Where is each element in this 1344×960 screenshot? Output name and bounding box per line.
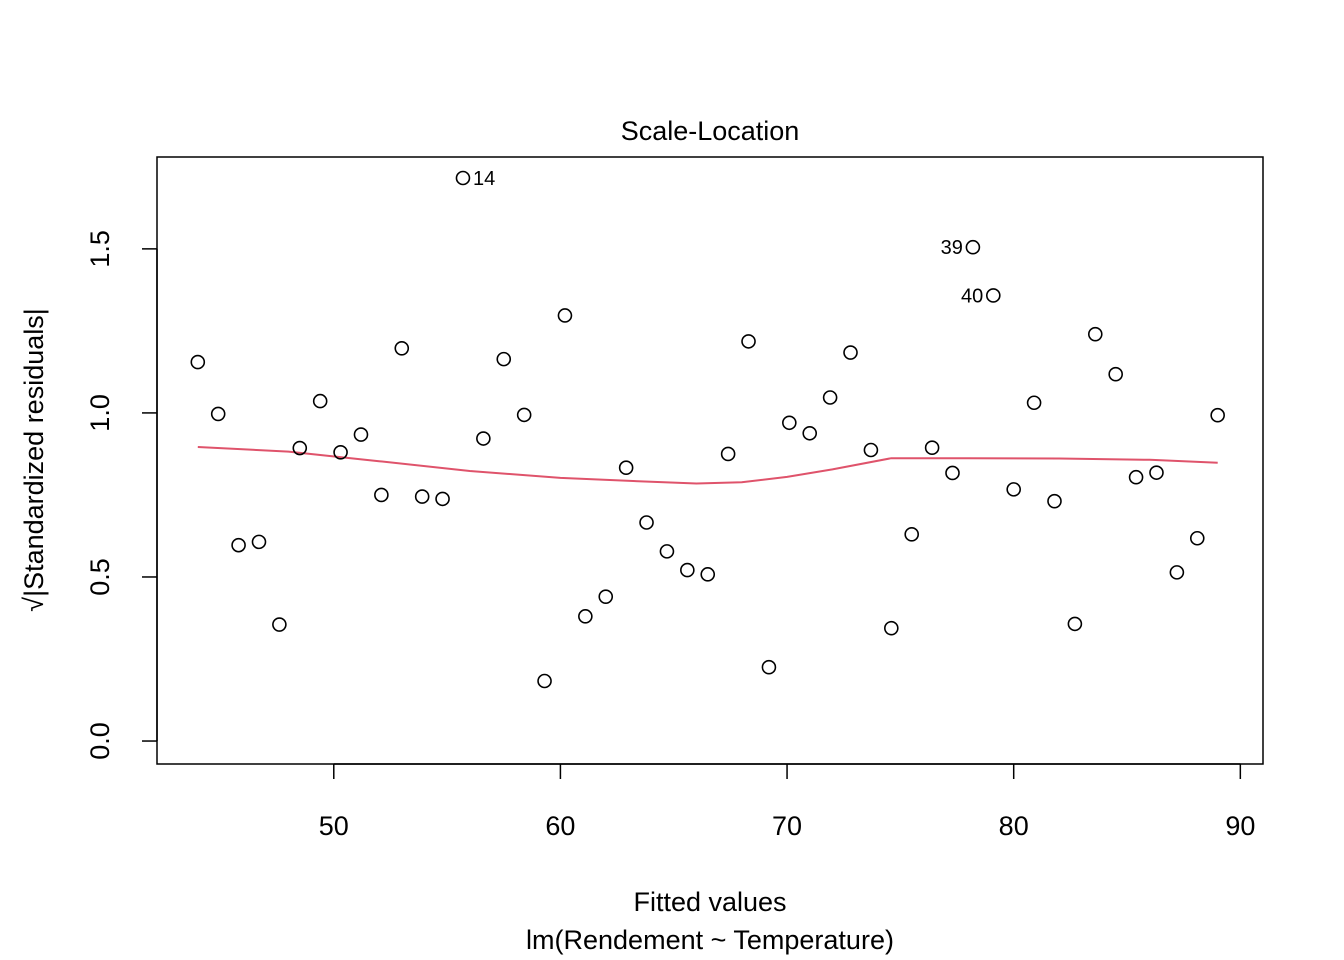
point-label: 14 [473, 168, 495, 190]
y-tick-label: 1.5 [85, 230, 115, 268]
data-point [1006, 482, 1021, 497]
data-point [435, 491, 450, 507]
data-point [720, 446, 736, 462]
data-point [414, 489, 430, 504]
data-point [965, 239, 981, 255]
data-point [231, 537, 246, 553]
data-point [1067, 616, 1083, 632]
data-point [476, 431, 491, 446]
data-point [251, 534, 267, 550]
y-tick-label: 0.5 [85, 558, 115, 596]
point-label: 40 [961, 285, 983, 307]
data-point [1108, 366, 1123, 382]
data-point [598, 589, 614, 604]
data-point [374, 487, 389, 503]
data-point [394, 340, 410, 356]
y-axis-label: √|Standardized residuals| [19, 308, 49, 612]
x-tick-label: 60 [545, 811, 575, 841]
data-point [1149, 465, 1164, 480]
x-tick-label: 80 [999, 811, 1029, 841]
x-tick-label: 50 [319, 811, 349, 841]
data-point [1128, 469, 1144, 485]
data-point [537, 673, 552, 689]
y-axis: 0.0 0.5 1.0 1.5 [85, 230, 158, 760]
x-tick-label: 70 [772, 811, 802, 841]
data-point [353, 427, 369, 442]
y-tick-label: 1.0 [85, 394, 115, 432]
data-point [843, 345, 858, 360]
data-point [292, 440, 308, 456]
data-point [761, 659, 777, 675]
data-point [333, 444, 348, 460]
data-point [782, 415, 797, 431]
data-point [741, 334, 756, 349]
data-point [802, 425, 818, 441]
data-point [1210, 407, 1225, 423]
data-point [1189, 530, 1205, 546]
chart-title: Scale-Location [621, 116, 800, 146]
data-point [1087, 326, 1103, 342]
x-axis-sublabel: lm(Rendement ~ Temperature) [526, 925, 894, 955]
data-point [578, 609, 593, 624]
data-point [516, 407, 532, 423]
data-point [904, 527, 920, 542]
data-point [1026, 395, 1042, 411]
data-point [1047, 493, 1062, 509]
data-point [455, 170, 471, 186]
data-point [680, 562, 695, 578]
y-tick-label: 0.0 [85, 722, 115, 760]
data-point [700, 567, 716, 582]
data-point [924, 440, 940, 456]
data-point [884, 620, 899, 636]
data-point [945, 465, 960, 481]
data-point [822, 390, 838, 405]
points-layer [190, 170, 1225, 689]
data-point [659, 544, 675, 559]
smooth-layer [197, 446, 1218, 485]
data-point [496, 351, 512, 367]
data-point [312, 393, 328, 409]
x-axis: 50 60 70 80 90 [319, 763, 1255, 841]
data-point [272, 617, 287, 632]
data-point [985, 288, 1001, 303]
data-point [863, 442, 879, 458]
smooth-trend-line [197, 446, 1218, 485]
x-axis-label: Fitted values [633, 887, 786, 917]
data-point [557, 308, 573, 323]
point-label: 39 [941, 237, 963, 259]
data-point [618, 460, 634, 476]
data-point [190, 354, 206, 370]
plot-frame [156, 156, 1264, 765]
x-tick-label: 90 [1225, 811, 1255, 841]
point-labels-layer: 14 39 40 [473, 168, 983, 307]
data-point [639, 515, 654, 530]
data-point [1169, 565, 1185, 580]
data-point [210, 406, 226, 422]
